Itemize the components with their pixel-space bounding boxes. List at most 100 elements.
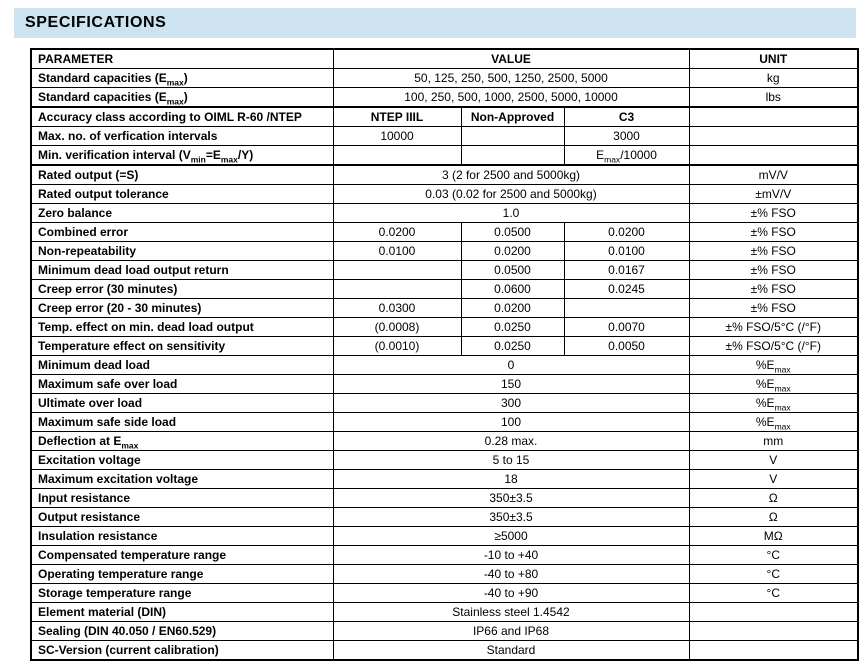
unit-cell: °C (688, 583, 859, 603)
value-cell: 0.0500 (460, 260, 565, 280)
table-row: Sealing (DIN 40.050 / EN60.529) IP66 and … (30, 621, 859, 641)
table-row: Element material (DIN) Stainless steel 1.… (30, 602, 859, 622)
unit-cell (688, 640, 859, 661)
value-cell: 0.0167 (563, 260, 690, 280)
table-row: Maximum safe side load 100 %Emax (30, 412, 859, 432)
spec-table-body: Standard capacities (Emax) 50, 125, 250, … (30, 68, 859, 661)
value-cell: ≥5000 (332, 526, 690, 546)
value-cell: Standard (332, 640, 690, 661)
param-cell: Standard capacities (Emax) (30, 68, 334, 88)
param-cell: Min. verification interval (Vmin=Emax/Y) (30, 145, 334, 166)
param-cell: Excitation voltage (30, 450, 334, 470)
param-cell: Insulation resistance (30, 526, 334, 546)
unit-cell (688, 145, 859, 166)
param-cell: Element material (DIN) (30, 602, 334, 622)
table-row: Deflection at Emax 0.28 max. mm (30, 431, 859, 451)
param-cell: Creep error (30 minutes) (30, 279, 334, 299)
value-cell: -40 to +80 (332, 564, 690, 584)
value-cell: Emax/10000 (563, 145, 690, 166)
section-header-bar: SPECIFICATIONS (14, 8, 856, 38)
param-cell: Combined error (30, 222, 334, 242)
table-row: Zero balance 1.0 ±% FSO (30, 203, 859, 223)
value-cell: 0.0050 (563, 336, 690, 356)
table-row: Temperature effect on sensitivity (0.0010… (30, 336, 859, 356)
unit-cell: mm (688, 431, 859, 451)
table-row: Creep error (30 minutes) 0.0600 0.0245 ±% F… (30, 279, 859, 299)
unit-cell: %Emax (688, 374, 859, 394)
table-row: Ultimate over load 300 %Emax (30, 393, 859, 413)
table-row: Accuracy class according to OIML R-60 /N… (30, 106, 859, 127)
value-cell: 0.28 max. (332, 431, 690, 451)
value-cell: -40 to +90 (332, 583, 690, 603)
table-row: Non-repeatability 0.0100 0.0200 0.0100 ±% FS… (30, 241, 859, 261)
param-cell: Maximum safe side load (30, 412, 334, 432)
param-cell: Deflection at Emax (30, 431, 334, 451)
param-cell: Sealing (DIN 40.050 / EN60.529) (30, 621, 334, 641)
value-cell: 0.0300 (332, 298, 462, 318)
value-cell: 0.0100 (563, 241, 690, 261)
param-cell: Standard capacities (Emax) (30, 87, 334, 108)
param-cell: Zero balance (30, 203, 334, 223)
param-cell: Temp. effect on min. dead load output (30, 317, 334, 337)
value-cell: C3 (563, 106, 690, 127)
param-cell: Output resistance (30, 507, 334, 527)
value-cell (332, 145, 462, 166)
value-cell: -10 to +40 (332, 545, 690, 565)
table-row: Maximum excitation voltage 18 V (30, 469, 859, 489)
unit-cell: ±% FSO/5°C (/°F) (688, 317, 859, 337)
unit-cell: ±% FSO (688, 203, 859, 223)
value-cell: (0.0010) (332, 336, 462, 356)
value-cell (460, 126, 565, 146)
table-row: Storage temperature range -40 to +90 °C (30, 583, 859, 603)
section-title: SPECIFICATIONS (25, 14, 167, 31)
value-cell: 18 (332, 469, 690, 489)
param-cell: Rated output (=S) (30, 164, 334, 185)
table-row: Output resistance 350±3.5 Ω (30, 507, 859, 527)
param-cell: Operating temperature range (30, 564, 334, 584)
value-cell: 10000 (332, 126, 462, 146)
value-cell: 0.0600 (460, 279, 565, 299)
value-cell (332, 260, 462, 280)
table-row: Insulation resistance ≥5000 MΩ (30, 526, 859, 546)
value-cell: 0.0200 (332, 222, 462, 242)
value-cell: 0 (332, 355, 690, 375)
value-cell: 100 (332, 412, 690, 432)
value-cell: 0.0200 (460, 298, 565, 318)
unit-cell: ±% FSO (688, 260, 859, 280)
table-row: Compensated temperature range -10 to +40 °… (30, 545, 859, 565)
param-cell: Minimum dead load output return (30, 260, 334, 280)
param-cell: Creep error (20 - 30 minutes) (30, 298, 334, 318)
value-cell: 100, 250, 500, 1000, 2500, 5000, 10000 (332, 87, 690, 108)
unit-cell (688, 126, 859, 146)
unit-cell: ±% FSO (688, 298, 859, 318)
unit-cell: ±% FSO (688, 241, 859, 261)
value-cell (563, 298, 690, 318)
table-row: Combined error 0.0200 0.0500 0.0200 ±% FSO (30, 222, 859, 242)
param-cell: Storage temperature range (30, 583, 334, 603)
unit-cell: lbs (688, 87, 859, 108)
value-cell: 0.0245 (563, 279, 690, 299)
unit-cell: MΩ (688, 526, 859, 546)
table-row: Max. no. of verfication intervals 10000 30… (30, 126, 859, 146)
value-cell: 50, 125, 250, 500, 1250, 2500, 5000 (332, 68, 690, 88)
value-cell: 3 (2 for 2500 and 5000kg) (332, 164, 690, 185)
unit-cell: %Emax (688, 355, 859, 375)
param-cell: Maximum safe over load (30, 374, 334, 394)
value-cell: 0.03 (0.02 for 2500 and 5000kg) (332, 184, 690, 204)
unit-cell: kg (688, 68, 859, 88)
column-header-value: VALUE (332, 48, 690, 69)
column-header-parameter: PARAMETER (30, 48, 334, 69)
table-row: Standard capacities (Emax) 100, 250, 500,… (30, 87, 859, 108)
unit-cell: mV/V (688, 164, 859, 185)
table-row: Minimum dead load output return 0.0500 0.0… (30, 260, 859, 280)
unit-cell: ±% FSO (688, 222, 859, 242)
value-cell: 300 (332, 393, 690, 413)
param-cell: Temperature effect on sensitivity (30, 336, 334, 356)
value-cell: NTEP IIIL (332, 106, 462, 127)
table-row: Temp. effect on min. dead load output (0.… (30, 317, 859, 337)
unit-cell: Ω (688, 488, 859, 508)
unit-cell: ±mV/V (688, 184, 859, 204)
value-cell: 5 to 15 (332, 450, 690, 470)
value-cell: Stainless steel 1.4542 (332, 602, 690, 622)
value-cell: 1.0 (332, 203, 690, 223)
